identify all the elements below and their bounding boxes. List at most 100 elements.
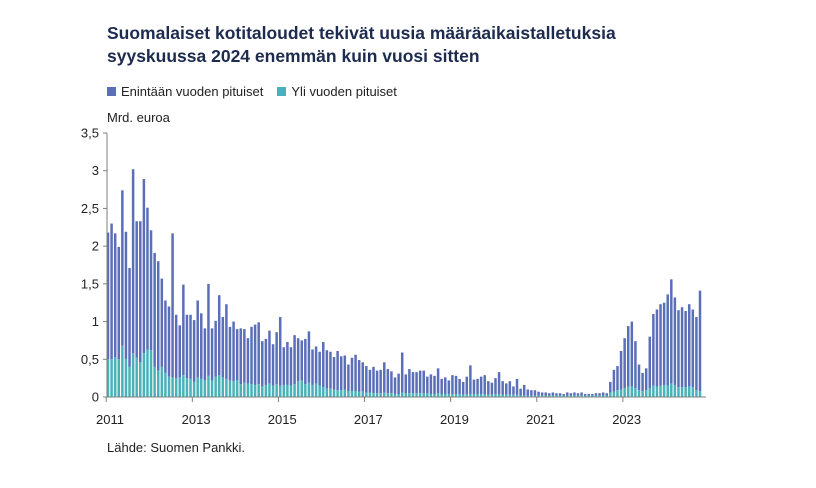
bar-short-63 — [332, 357, 336, 390]
bar-short-37 — [239, 328, 242, 385]
bar-long-111 — [505, 394, 508, 397]
bar-short-49 — [282, 347, 286, 385]
bar-short-109 — [497, 372, 501, 394]
bar-short-112 — [508, 381, 512, 395]
bar-long-104 — [479, 393, 483, 397]
bar-short-159 — [677, 310, 680, 388]
bar-short-130 — [573, 392, 576, 396]
bar-short-121 — [540, 392, 544, 396]
bar-short-80 — [393, 377, 397, 394]
bar-long-163 — [691, 387, 695, 397]
bar-short-153 — [655, 309, 659, 387]
bar-long-65 — [339, 390, 343, 397]
bar-short-22 — [185, 314, 189, 379]
bar-short-41 — [253, 324, 257, 385]
bar-short-102 — [472, 379, 476, 394]
bar-long-141 — [612, 391, 616, 397]
bar-long-75 — [375, 393, 379, 397]
bar-short-58 — [314, 346, 318, 384]
x-tick-label-5: 2021 — [526, 412, 555, 427]
bar-long-38 — [243, 382, 246, 397]
bar-short-131 — [576, 393, 580, 396]
bar-short-27 — [203, 328, 207, 381]
bar-short-136 — [594, 393, 598, 396]
bar-short-8 — [135, 221, 138, 358]
bar-short-45 — [268, 330, 271, 384]
bar-long-133 — [583, 395, 587, 397]
bar-long-103 — [476, 393, 479, 397]
bar-short-91 — [433, 375, 436, 394]
bar-short-115 — [519, 388, 522, 396]
bar-long-136 — [594, 395, 598, 397]
bar-long-44 — [264, 384, 268, 397]
bar-long-19 — [174, 378, 178, 397]
bar-long-92 — [436, 393, 440, 397]
bar-short-137 — [598, 393, 601, 396]
bar-long-70 — [357, 391, 361, 397]
bar-long-113 — [512, 394, 515, 397]
bar-short-70 — [357, 360, 361, 392]
bar-short-124 — [551, 392, 555, 396]
bar-long-144 — [623, 387, 626, 397]
bar-long-8 — [135, 357, 138, 397]
y-tick-label-4: 2 — [92, 239, 99, 254]
bar-long-68 — [350, 390, 354, 397]
bar-long-112 — [508, 394, 512, 397]
bar-short-148 — [637, 364, 641, 391]
bar-short-138 — [601, 392, 605, 396]
bar-short-97 — [454, 375, 458, 394]
bar-short-101 — [469, 365, 472, 394]
bar-short-9 — [139, 221, 142, 363]
bar-short-57 — [311, 349, 314, 385]
bar-short-50 — [286, 341, 289, 385]
bar-long-48 — [278, 385, 282, 397]
bar-short-4 — [121, 190, 124, 346]
bar-short-38 — [243, 329, 246, 383]
bar-short-127 — [562, 393, 565, 396]
bar-short-107 — [490, 382, 494, 395]
bar-long-130 — [573, 395, 576, 397]
bar-long-146 — [630, 386, 634, 397]
bar-short-110 — [501, 381, 504, 395]
bar-short-140 — [609, 381, 612, 393]
bar-short-133 — [583, 393, 587, 396]
bar-short-134 — [587, 393, 591, 396]
bar-long-84 — [408, 393, 411, 397]
bar-short-46 — [271, 344, 275, 386]
bar-short-147 — [634, 341, 637, 388]
bar-short-14 — [156, 261, 160, 371]
bar-long-12 — [149, 350, 153, 397]
bar-short-77 — [383, 362, 386, 393]
bar-short-2 — [113, 233, 117, 358]
bar-long-74 — [372, 393, 375, 397]
bar-long-36 — [235, 380, 239, 397]
bar-short-118 — [530, 390, 533, 396]
bar-short-160 — [680, 307, 684, 388]
bar-long-2 — [113, 357, 117, 397]
bar-long-110 — [501, 394, 504, 397]
bar-long-46 — [271, 385, 275, 397]
bar-short-31 — [217, 295, 221, 376]
bar-short-53 — [296, 338, 300, 382]
bar-long-57 — [311, 384, 314, 397]
bar-long-22 — [185, 378, 189, 397]
bar-short-126 — [558, 393, 562, 396]
bar-short-44 — [264, 338, 268, 385]
bar-long-82 — [400, 392, 404, 397]
bar-long-127 — [562, 395, 565, 397]
bar-long-40 — [250, 384, 253, 397]
bar-short-21 — [182, 284, 185, 376]
bar-long-73 — [368, 392, 372, 397]
bar-long-131 — [576, 395, 580, 397]
bar-short-89 — [426, 376, 429, 394]
bar-short-163 — [691, 309, 695, 388]
bar-long-118 — [530, 395, 533, 397]
bar-short-39 — [246, 338, 250, 384]
bar-short-85 — [411, 372, 415, 394]
bar-short-40 — [250, 326, 253, 385]
bar-long-148 — [637, 390, 641, 397]
bar-long-98 — [458, 393, 461, 397]
bar-long-29 — [210, 380, 214, 397]
bar-short-23 — [189, 314, 192, 379]
